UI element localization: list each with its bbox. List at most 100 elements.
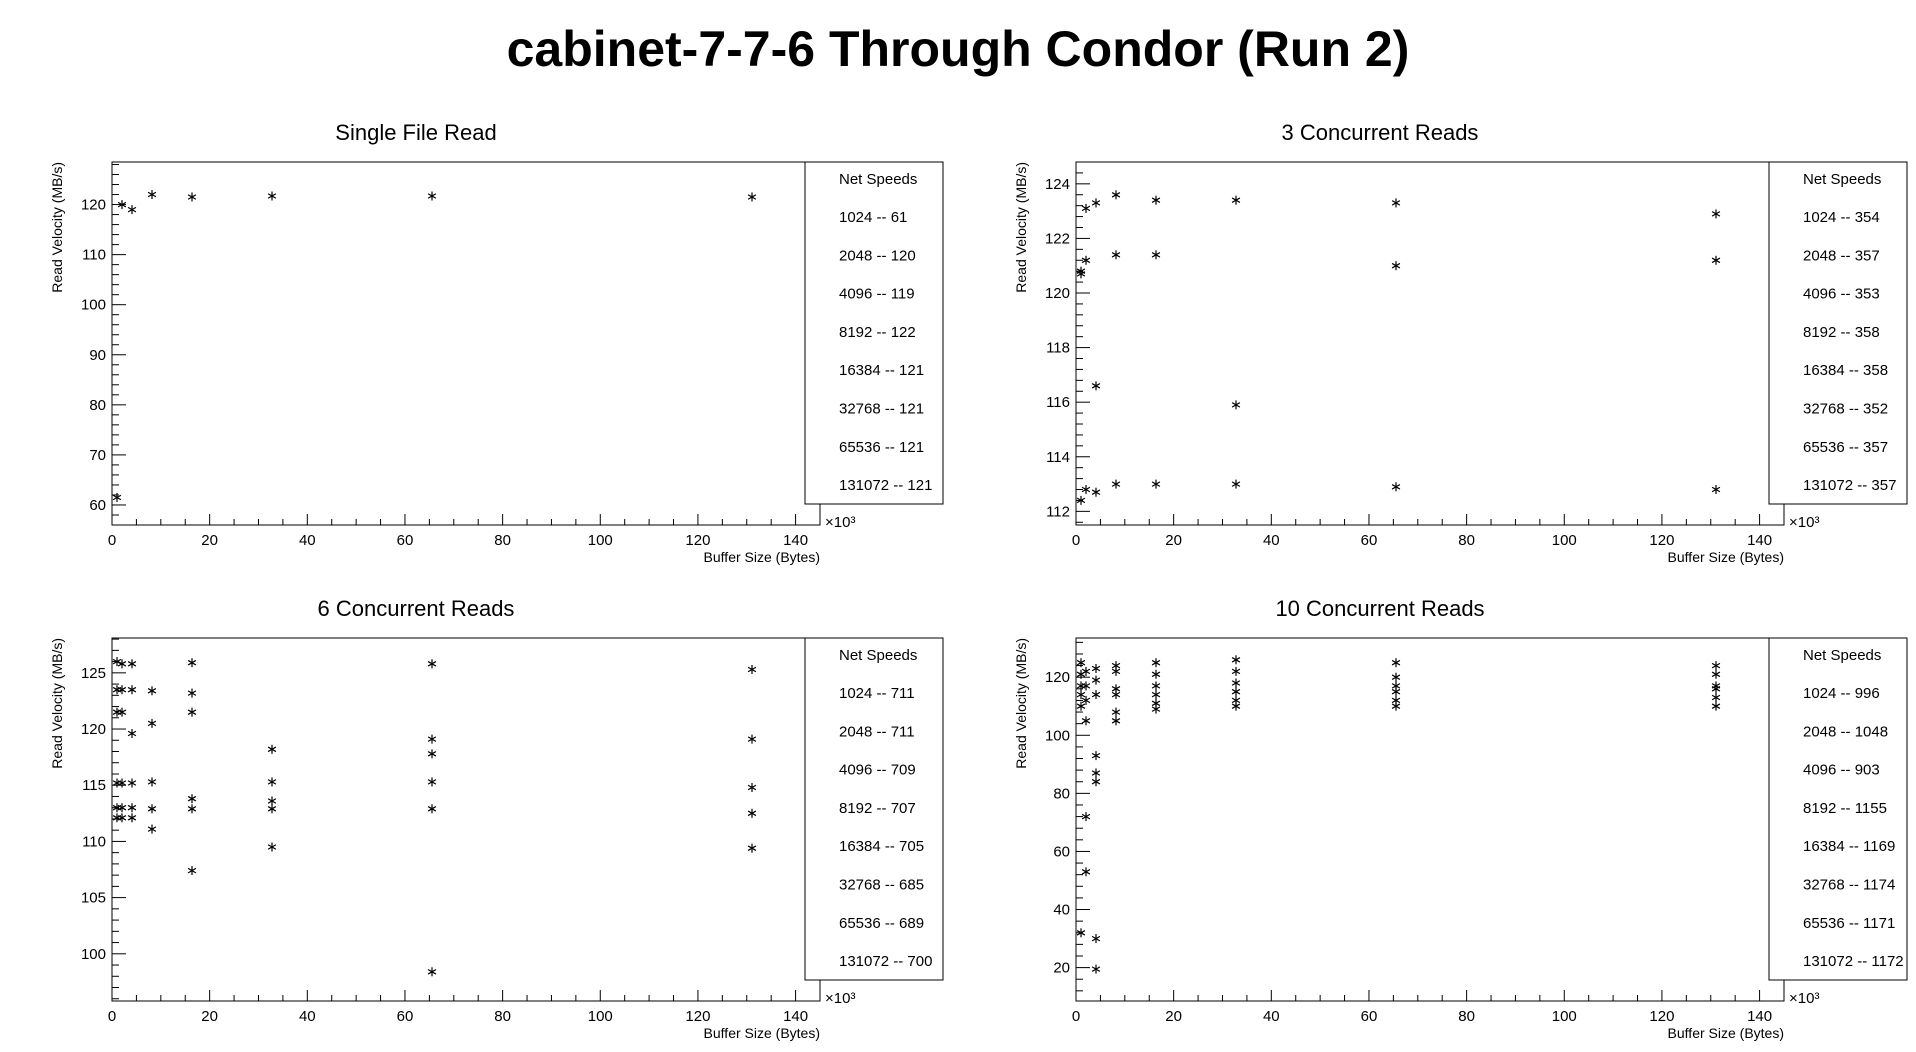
legend-entry: 2048 -- 357 bbox=[1803, 247, 1880, 264]
x-tick-label: 120 bbox=[1649, 1008, 1674, 1025]
data-point bbox=[117, 685, 127, 695]
x-tick-label: 140 bbox=[1747, 532, 1772, 549]
data-point bbox=[1231, 400, 1241, 410]
chart-panel-10-concurrent-reads: 10 Concurrent Reads 0 20 40 60 80 100 120 140 ×10… bbox=[1013, 596, 1908, 1041]
legend-entry: 8192 -- 122 bbox=[839, 324, 916, 341]
chart-title: 6 Concurrent Reads bbox=[318, 596, 515, 621]
data-point bbox=[1711, 255, 1721, 265]
x-tick-label: 20 bbox=[201, 532, 218, 549]
data-point bbox=[127, 813, 137, 823]
data-point bbox=[187, 794, 197, 804]
y-tick-label: 100 bbox=[81, 297, 106, 314]
legend-entry: 131072 -- 1172 bbox=[1803, 953, 1904, 970]
data-point bbox=[187, 688, 197, 698]
data-point bbox=[747, 192, 757, 202]
data-point bbox=[127, 778, 137, 788]
data-point bbox=[1231, 479, 1241, 489]
y-tick-label: 105 bbox=[81, 890, 106, 907]
x-tick-label: 120 bbox=[685, 532, 710, 549]
data-point bbox=[187, 707, 197, 717]
x-axis-label: Buffer Size (Bytes) bbox=[1668, 1025, 1784, 1041]
plot-frame bbox=[111, 637, 821, 1002]
legend-entry: 1024 -- 61 bbox=[839, 209, 907, 226]
x-tick-label: 80 bbox=[494, 1008, 511, 1025]
data-point bbox=[1711, 684, 1721, 694]
legend-entry: 8192 -- 707 bbox=[839, 800, 916, 817]
y-tick-label: 118 bbox=[1046, 340, 1070, 357]
data-point bbox=[1081, 681, 1091, 691]
x-tick-label: 60 bbox=[397, 1008, 414, 1025]
data-point bbox=[1231, 678, 1241, 688]
x-tick-label: 120 bbox=[685, 1008, 710, 1025]
data-point bbox=[1151, 669, 1161, 679]
data-point bbox=[267, 191, 277, 201]
x-tick-label: 60 bbox=[1361, 1008, 1378, 1025]
x-tick-label: 40 bbox=[1263, 532, 1280, 549]
main-title: cabinet-7-7-6 Through Condor (Run 2) bbox=[506, 21, 1410, 77]
data-point bbox=[427, 191, 437, 201]
x-multiplier-label: ×10³ bbox=[1789, 514, 1819, 531]
x-tick-label: 20 bbox=[201, 1008, 218, 1025]
data-point bbox=[1076, 690, 1086, 700]
y-tick-label: 120 bbox=[81, 197, 106, 214]
data-point bbox=[1151, 681, 1161, 691]
data-point bbox=[1391, 198, 1401, 208]
data-point bbox=[1081, 695, 1091, 705]
legend-entry: 65536 -- 689 bbox=[839, 915, 924, 932]
data-point bbox=[1111, 479, 1121, 489]
data-point bbox=[112, 493, 122, 502]
x-multiplier-label: ×10³ bbox=[825, 514, 855, 531]
legend-entry: 32768 -- 685 bbox=[839, 877, 924, 894]
data-point bbox=[1076, 658, 1086, 668]
legend-entry: 2048 -- 120 bbox=[839, 247, 916, 264]
x-tick-label: 140 bbox=[783, 532, 808, 549]
data-point bbox=[1711, 661, 1721, 671]
x-tick-label: 120 bbox=[1649, 532, 1674, 549]
data-point bbox=[187, 804, 197, 814]
data-point bbox=[1076, 269, 1086, 279]
data-point bbox=[1231, 701, 1241, 711]
data-point bbox=[1091, 487, 1101, 497]
data-point bbox=[1091, 964, 1101, 974]
data-point bbox=[1081, 666, 1091, 676]
y-tick-label: 120 bbox=[81, 721, 106, 738]
legend-entry: 65536 -- 1171 bbox=[1803, 915, 1895, 932]
data-point bbox=[1081, 867, 1091, 877]
legend-box bbox=[804, 637, 944, 981]
legend-entry: 131072 -- 121 bbox=[839, 477, 932, 494]
data-point bbox=[127, 205, 137, 215]
data-point bbox=[147, 804, 157, 814]
x-tick-label: 140 bbox=[1747, 1008, 1772, 1025]
legend-box bbox=[1768, 161, 1908, 505]
data-point bbox=[747, 843, 757, 853]
data-point bbox=[147, 718, 157, 728]
y-axis-label: Read Velocity (MB/s) bbox=[49, 162, 65, 293]
data-point bbox=[147, 824, 157, 834]
data-point bbox=[1091, 198, 1101, 208]
y-tick-label: 120 bbox=[1045, 669, 1070, 686]
data-point bbox=[747, 783, 757, 792]
data-point bbox=[1391, 687, 1401, 697]
data-point bbox=[117, 778, 127, 788]
data-point bbox=[1076, 701, 1086, 711]
y-tick-label: 110 bbox=[82, 833, 106, 850]
legend-entry: 32768 -- 352 bbox=[1803, 401, 1888, 418]
data-point bbox=[1091, 768, 1101, 778]
plot-frame bbox=[1075, 637, 1785, 1002]
data-point bbox=[1091, 664, 1101, 673]
data-point bbox=[267, 744, 277, 754]
legend-entry: 32768 -- 1174 bbox=[1803, 877, 1895, 894]
legend-entry: 2048 -- 1048 bbox=[1803, 723, 1888, 740]
data-point bbox=[187, 192, 197, 202]
legend-entry: 2048 -- 711 bbox=[839, 723, 915, 740]
data-point bbox=[1231, 195, 1241, 205]
legend-entry: 16384 -- 705 bbox=[839, 838, 924, 855]
legend-entry: 65536 -- 357 bbox=[1803, 439, 1888, 456]
data-point bbox=[1391, 658, 1401, 668]
x-axis-label: Buffer Size (Bytes) bbox=[1668, 549, 1784, 565]
x-tick-label: 60 bbox=[1361, 532, 1378, 549]
y-axis-label: Read Velocity (MB/s) bbox=[1013, 638, 1029, 769]
data-point bbox=[427, 749, 437, 759]
x-axis-label: Buffer Size (Bytes) bbox=[704, 1025, 820, 1041]
data-point bbox=[117, 813, 127, 823]
